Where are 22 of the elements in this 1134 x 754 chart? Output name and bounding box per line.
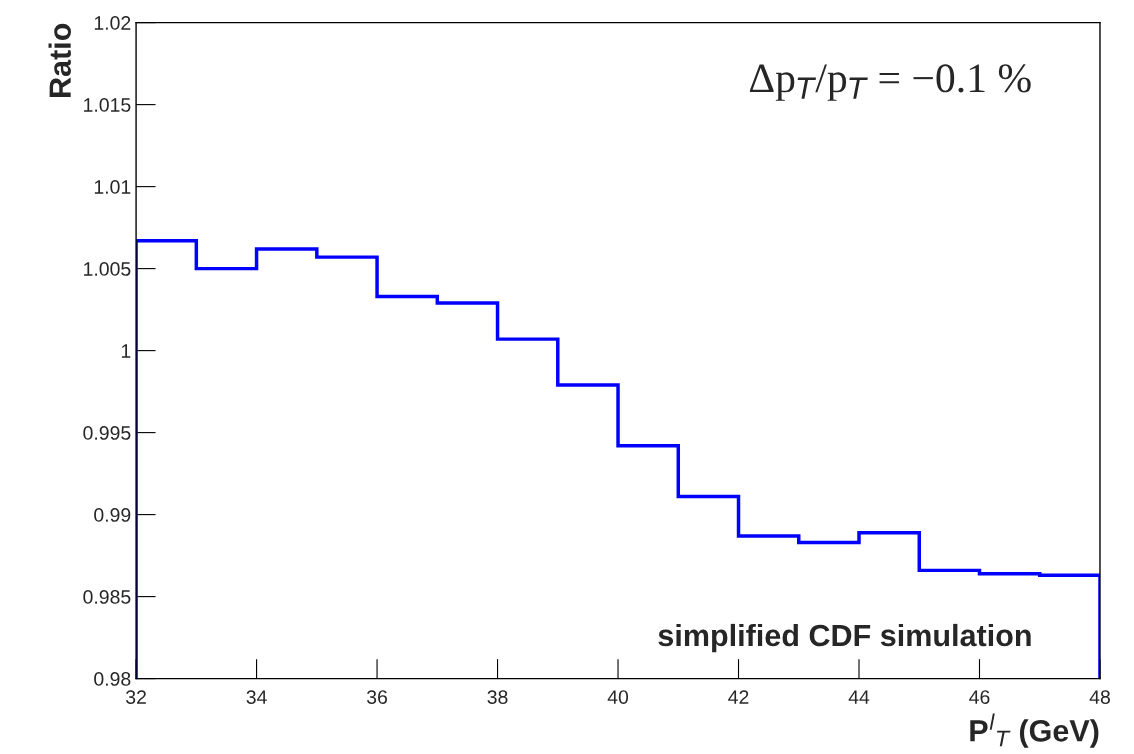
y-tick-label: 0.995 — [83, 426, 131, 440]
x-axis-title: P$^{l}$$_{T}$ (GeV) — [970, 713, 1099, 748]
x-tick-label: 40 — [607, 690, 629, 704]
y-tick-label: 0.99 — [94, 508, 131, 522]
x-tick-label: 44 — [848, 690, 870, 704]
y-tick-label: 1 — [121, 344, 131, 358]
y-tick-label: 0.98 — [94, 672, 131, 686]
x-tick-label: 46 — [969, 690, 990, 704]
y-axis-title: Ratio — [48, 23, 71, 97]
annotation: simplified CDF simulation — [658, 623, 1031, 653]
x-tick-label: 34 — [246, 690, 267, 704]
x-tick-label: 36 — [366, 690, 388, 704]
x-tick-label: 48 — [1089, 690, 1110, 704]
x-tick-label: 32 — [126, 690, 146, 704]
x-tick-label: 38 — [487, 690, 508, 704]
y-tick-label: 1.015 — [84, 98, 131, 112]
y-tick-label: 1.01 — [94, 180, 131, 194]
annotation: Δp$_{T}$/p$_{T}$ = −0.1 % — [749, 64, 1031, 101]
y-tick-label: 1.005 — [84, 262, 131, 276]
x-tick-label: 42 — [728, 690, 749, 704]
y-tick-label: 0.985 — [83, 590, 131, 604]
y-tick-label: 1.02 — [94, 16, 131, 30]
